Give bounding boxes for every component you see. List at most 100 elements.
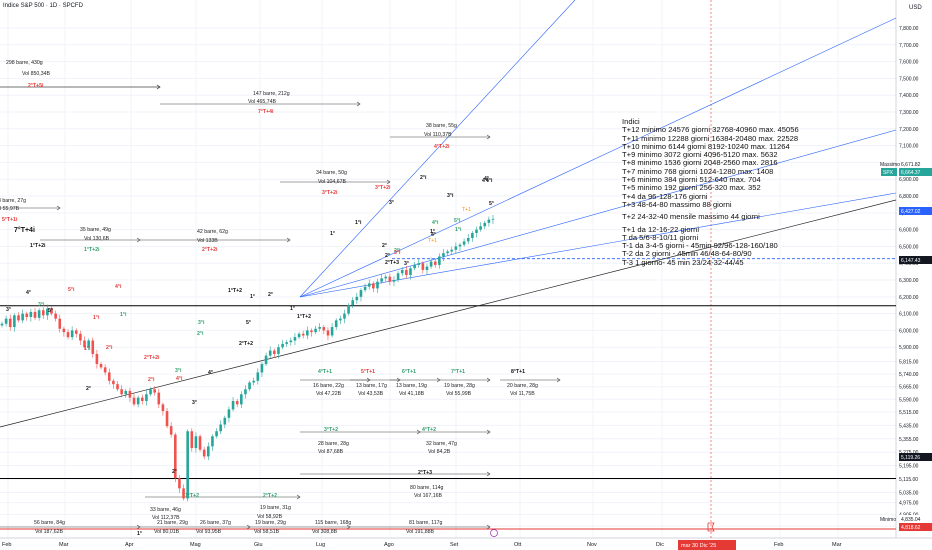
candle: [306, 330, 309, 336]
candle: [46, 308, 49, 316]
annotation-label: 4°i: [432, 220, 439, 226]
annotation-label: 7°T+4i: [258, 109, 274, 115]
x-tick-label: Giu: [254, 542, 263, 548]
annotation-label: Vol 191,88B: [406, 529, 435, 535]
y-tick-label: 5,815.00: [899, 360, 919, 366]
annotation-label: 2°: [268, 292, 273, 298]
annotation-label: 1°T+2i: [84, 247, 100, 253]
candle: [107, 372, 111, 381]
annotation-label: 38 barre, 55g: [426, 123, 457, 129]
candle: [409, 268, 412, 275]
annotation-label: 4°i: [176, 376, 183, 382]
notes-line: T+2 24-32-40 mensile massimo 44 giorni: [622, 212, 760, 222]
candle: [21, 313, 24, 321]
candle: [227, 409, 231, 418]
annotation-label: Vol 167,16B: [414, 493, 443, 499]
notes-line: T+3 48-64-80 massimo 88 giorni: [622, 199, 732, 209]
candle: [355, 296, 359, 301]
candle: [91, 340, 95, 354]
annotation-label: Vol 850,34B: [22, 71, 51, 77]
candle: [322, 327, 326, 331]
notes-line: T da 5/6-8-10/11 giorni: [622, 232, 699, 242]
x-tick-label: Apr: [125, 542, 134, 548]
annotation-label: 80 barre, 114g: [410, 485, 443, 491]
x-tick-label: Ago: [384, 542, 394, 548]
annotation-label: 81 barre, 117g: [409, 520, 442, 526]
candle: [392, 280, 396, 282]
notes-line: T+1 da 12-16-22 giorni: [622, 224, 700, 234]
annotation-label: 1°i: [355, 220, 362, 226]
annotation-label: 5°: [489, 201, 494, 207]
annotation-label: 8°T+1: [511, 369, 525, 375]
notes-header: Indici: [622, 117, 640, 126]
candle: [37, 310, 41, 318]
notes-line: T+9 minimo 3072 giorni 4096-5120 max. 56…: [622, 150, 778, 160]
candle: [120, 389, 123, 395]
annotation-label: 2°T+2i: [202, 247, 218, 253]
annotation-label: 298 barre, 430g: [6, 60, 43, 66]
annotation-label: Vol 11,75B: [510, 391, 535, 397]
candle: [301, 333, 305, 336]
candle: [347, 305, 350, 314]
y-tick-label: 6,500.00: [899, 244, 919, 250]
candle: [29, 311, 33, 317]
annotation-label: Vol 112,37B: [152, 515, 180, 521]
annotation-label: 2°: [385, 253, 390, 259]
candle: [310, 330, 313, 333]
candle: [289, 340, 293, 343]
candle: [330, 327, 334, 336]
y-tick-label: 6,600.00: [899, 228, 919, 234]
annotation-label: 5°: [246, 320, 251, 326]
x-tick-label: Set: [450, 542, 459, 548]
fan-line: [299, 0, 576, 298]
annotation-label: 2°T+2: [239, 341, 253, 347]
candle: [425, 266, 429, 270]
price-tag-name: SPX: [883, 170, 894, 176]
notes-line: T-3 1 giorno- 45 min 23/24-32-44/45: [622, 257, 744, 267]
y-tick-label: 5,665.00: [899, 385, 919, 391]
annotation-label: 1°: [137, 531, 142, 537]
annotation-label: 4°T+2: [422, 427, 436, 433]
annotation-label: 3°: [404, 261, 409, 267]
price-tag: [899, 256, 932, 264]
candle: [343, 313, 346, 319]
annotation-label: 13 barre, 17g: [356, 383, 387, 389]
candle: [182, 488, 185, 499]
currency-label: USD: [909, 5, 922, 11]
candle: [359, 290, 363, 297]
annotation-label: 16 barre, 22g: [313, 383, 344, 389]
annotation-label: 33 barre, 46g: [150, 507, 181, 513]
y-tick-label: 5,035.00: [899, 491, 919, 497]
candle: [128, 390, 132, 398]
annotation-label: Vol 55,99B: [446, 391, 472, 397]
candle: [256, 372, 260, 381]
candle: [190, 431, 194, 449]
notes-line: T+11 minimo 12288 giorni 16384-20480 max…: [622, 133, 799, 143]
candle: [157, 392, 161, 405]
price-tag-value: 6,664.37: [901, 170, 921, 176]
annotation-label: 3°i: [447, 193, 454, 199]
annotation-label: Vol 43,53B: [358, 391, 384, 397]
annotation-label: 26 barre, 37g: [200, 520, 231, 526]
candle: [466, 238, 470, 242]
annotation-label: 2°T+3: [418, 470, 432, 476]
notes-lines: T+12 minimo 24576 giorni 32768-40960 max…: [622, 125, 884, 267]
measure-arrowhead: [296, 494, 301, 500]
candle: [281, 343, 284, 348]
candle: [400, 269, 404, 274]
annotation-label: 1°i: [93, 315, 100, 321]
candle: [79, 333, 82, 341]
y-tick-label: 6,900.00: [899, 177, 919, 183]
price-tag-value: 6,147.43: [901, 258, 921, 264]
annotation-label: 1°: [250, 294, 255, 300]
candle: [153, 389, 156, 393]
candle: [4, 318, 8, 324]
price-tag-value: 6,427.02: [901, 209, 921, 215]
annotation-label: Vol 133B: [197, 238, 218, 244]
price-tag: [899, 207, 932, 215]
measure-arrowhead: [556, 377, 561, 383]
annotation-label: Vol 104,67B: [318, 179, 347, 185]
measure-arrowhead: [286, 237, 291, 243]
candle: [326, 330, 330, 336]
